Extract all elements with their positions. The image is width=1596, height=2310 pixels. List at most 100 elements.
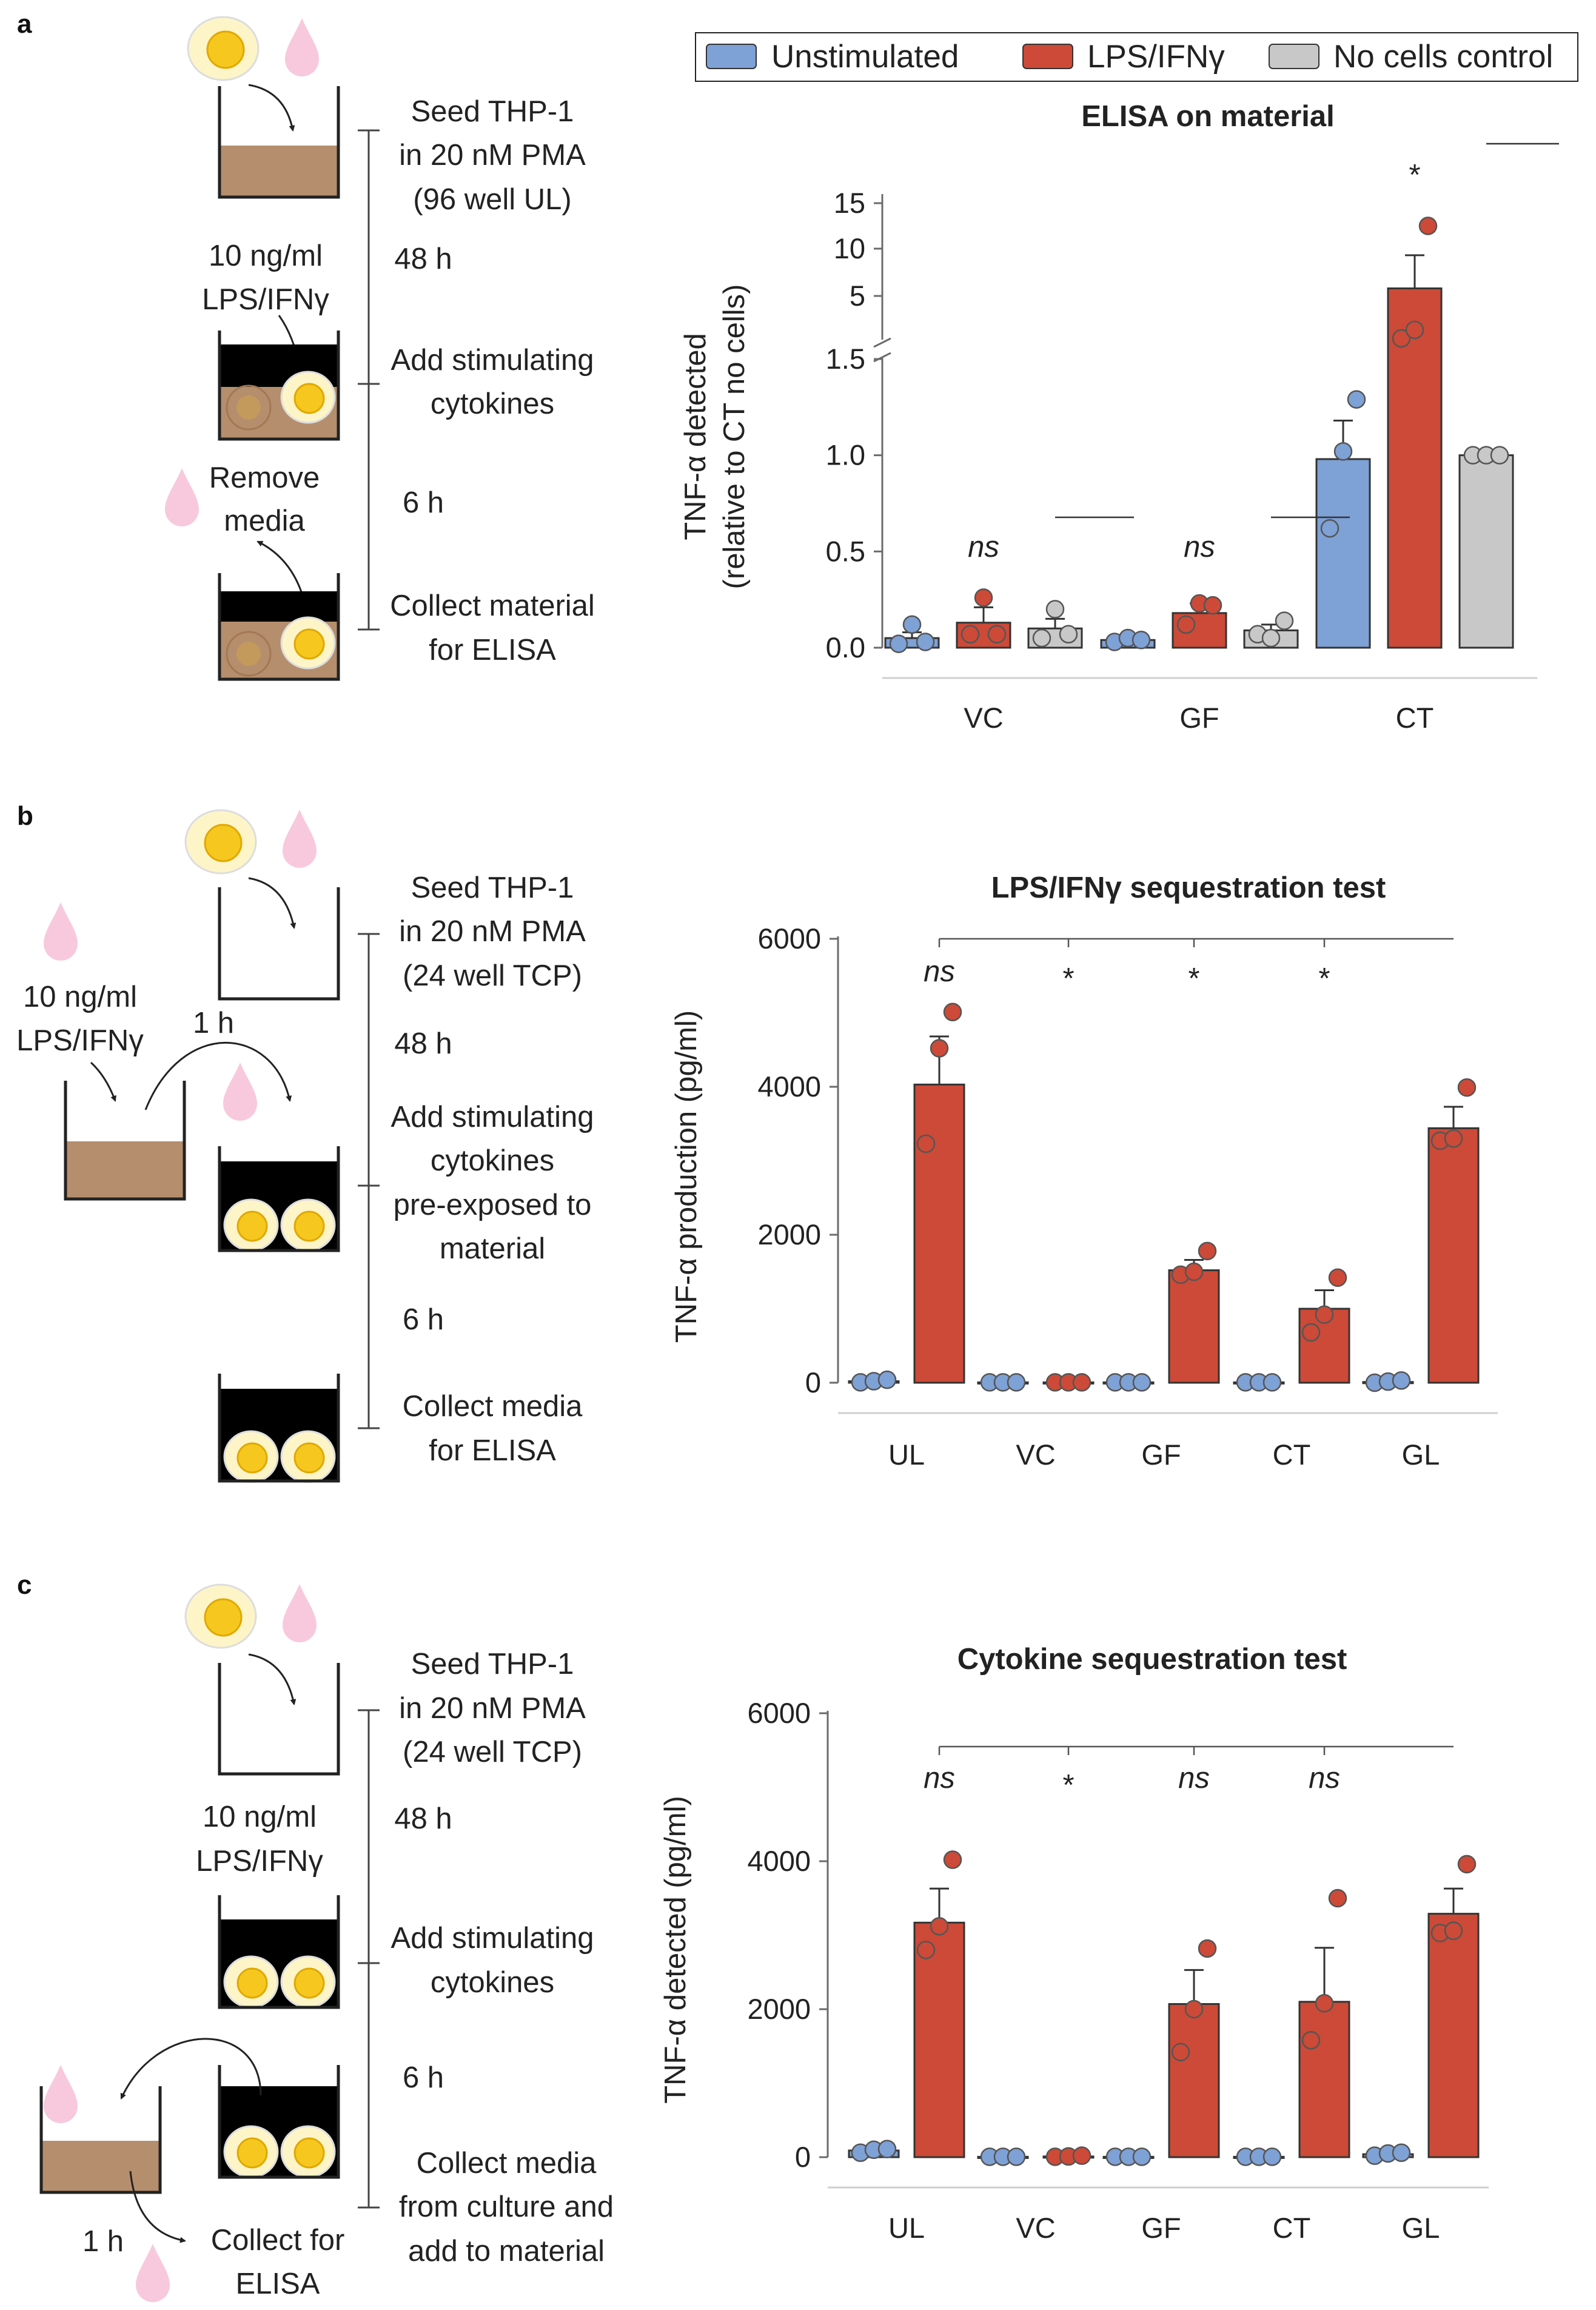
chart-title: ELISA on material [1081, 100, 1335, 133]
well-outline [218, 1146, 340, 1252]
y-axis-label-line2: (relative to CT no cells) [718, 284, 751, 589]
data-point [1072, 2146, 1091, 2165]
well-material [65, 1141, 184, 1199]
x-tick-label: VC [964, 702, 1003, 734]
data-point [1490, 446, 1509, 465]
lps-label-line2: LPS/IFNγ [202, 283, 329, 316]
well-outline [64, 1081, 186, 1201]
significance-label: * [1409, 159, 1420, 192]
y-tick-label: 0.0 [826, 631, 865, 663]
x-tick-label: GF [1179, 702, 1219, 734]
drop-icon [165, 468, 199, 526]
data-point [1132, 1373, 1152, 1392]
arrow [248, 1653, 297, 1705]
data-point [1072, 1373, 1091, 1392]
drop-icon [44, 2065, 78, 2123]
significance-label: ns [924, 1762, 955, 1795]
nucleus [236, 1210, 268, 1242]
data-point [1457, 1855, 1477, 1874]
data-point [1261, 628, 1281, 648]
data-point [930, 1917, 949, 1936]
x-tick-label: UL [888, 2212, 925, 2244]
collect-elisa-line2: ELISA [236, 2268, 320, 2300]
drop-icon [285, 18, 319, 76]
step-seed-line1: Seed THP-1 [411, 871, 574, 904]
x-tick-label: GF [1141, 1439, 1181, 1471]
well-medium [220, 146, 338, 197]
well-medium [220, 591, 338, 622]
data-point [974, 588, 993, 607]
bar [1168, 2003, 1220, 2158]
bar [1387, 287, 1443, 649]
drop-icon [136, 2244, 170, 2302]
bar [1298, 2001, 1350, 2158]
y-tick-label: 10 [834, 232, 865, 264]
x-tick-label: CT [1396, 702, 1434, 734]
y-tick-label: 4000 [757, 1070, 821, 1103]
nucleus [293, 628, 325, 660]
nucleus [236, 1442, 268, 1474]
step-collect-line3: add to material [408, 2235, 605, 2268]
nucleus [293, 1210, 325, 1242]
well-material [41, 2141, 160, 2192]
legend-swatch-unstimulated [706, 44, 757, 69]
y-tick-label: 5 [850, 280, 865, 312]
step-add-line1: Add stimulating [391, 1101, 594, 1133]
data-point [916, 633, 935, 651]
data-point [1328, 1268, 1347, 1288]
legend: Unstimulated LPS/IFNγ No cells control [695, 32, 1578, 82]
lps-label-line1: 10 ng/ml [23, 981, 137, 1013]
arrow [144, 1042, 292, 1110]
well-outline [218, 86, 340, 199]
nucleus [236, 2137, 268, 2169]
data-point [1347, 390, 1366, 409]
nucleus [236, 1967, 268, 1999]
data-point [1007, 1373, 1026, 1392]
data-point [916, 1134, 936, 1153]
x-tick-label: GF [1141, 2212, 1181, 2244]
data-point [1203, 596, 1222, 615]
panel-label-a: a [17, 9, 32, 39]
significance-label: ns [968, 531, 999, 563]
step-seed-line2: in 20 nM PMA [399, 1692, 586, 1725]
lps-label-line2: LPS/IFNγ [16, 1024, 144, 1057]
data-point [1059, 625, 1078, 644]
data-point [1132, 631, 1151, 650]
data-point [1262, 2147, 1282, 2166]
bar [1427, 1127, 1480, 1384]
data-point [1176, 615, 1196, 634]
drop-icon [283, 1584, 317, 1642]
drop-icon [283, 810, 317, 868]
drop-icon [223, 1063, 257, 1121]
y-tick-label: 2000 [747, 1993, 811, 2025]
data-point [961, 625, 980, 644]
y-tick-label: 0 [795, 2141, 811, 2173]
data-point [1315, 1993, 1334, 2013]
data-point [1405, 320, 1424, 340]
legend-swatch-lps [1022, 44, 1073, 69]
chart-cytokine-sequestration: Cytokine sequestration test TNF-α detect… [659, 1643, 1489, 2244]
step-collect-line2: from culture and [399, 2191, 614, 2223]
data-point [877, 2140, 897, 2158]
bar [913, 1921, 965, 2158]
schematic-c: 10 ng/ml LPS/IFNγ 1 h Collect for ELISA … [39, 1583, 614, 2302]
y-axis-label: TNF-α production (pg/ml) [670, 1010, 703, 1343]
legend-label-unstimulated: Unstimulated [771, 39, 959, 75]
arrow [120, 2038, 262, 2100]
data-point [1301, 2030, 1321, 2050]
y-tick-label: 1.0 [826, 439, 865, 471]
chart-elisa-on-material: ELISA on material TNF-α detected (relati… [679, 100, 1559, 734]
step-time-1h: 1 h [82, 2225, 124, 2258]
data-point [877, 1370, 897, 1389]
data-point [1328, 1889, 1347, 1908]
step-collect-line1: Collect media [403, 1390, 583, 1423]
data-point [1392, 2143, 1411, 2162]
x-tick-label: UL [888, 1439, 925, 1471]
step-add-line2: cytokines [431, 1966, 554, 1999]
remove-label-line1: Remove [209, 462, 320, 494]
y-axis-label: TNF-α detected (pg/ml) [659, 1796, 692, 2104]
step-collect-line2: for ELISA [429, 1434, 556, 1467]
schematic-b: 10 ng/ml LPS/IFNγ 1 h Seed THP-1 in 20 n… [16, 809, 594, 1483]
data-point [930, 1039, 949, 1058]
y-tick-label: 6000 [747, 1697, 811, 1729]
